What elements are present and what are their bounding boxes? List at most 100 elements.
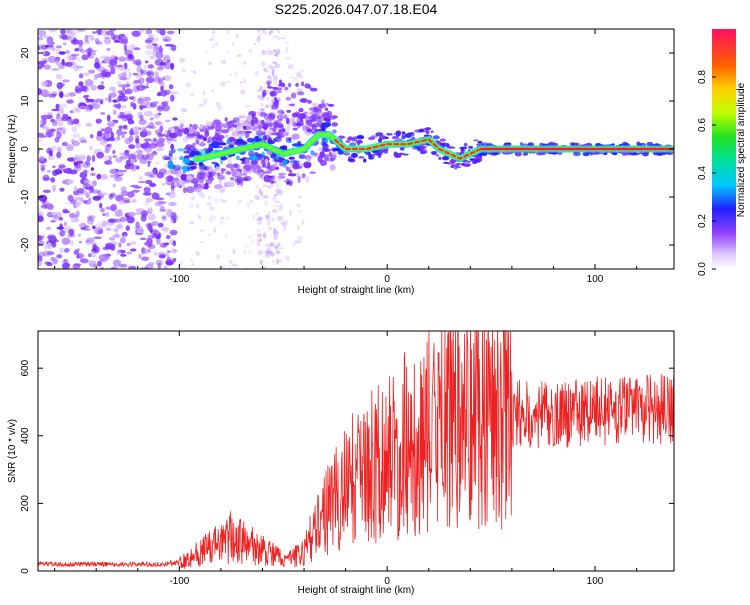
speckle <box>46 46 54 50</box>
speckle <box>38 240 45 246</box>
speckle <box>256 212 259 216</box>
speckle <box>339 136 346 139</box>
speckle <box>73 250 80 255</box>
speckle <box>227 136 236 142</box>
speckle <box>268 50 273 56</box>
speckle <box>463 142 468 147</box>
speckle <box>128 144 136 150</box>
speckle <box>139 104 144 110</box>
speckle <box>172 117 178 121</box>
speckle <box>189 128 196 133</box>
speckle <box>42 189 51 193</box>
speckle <box>280 221 286 226</box>
speckle <box>62 208 68 214</box>
speckle <box>117 95 123 102</box>
speckle <box>263 232 266 239</box>
speckle <box>40 204 48 209</box>
speckle <box>94 62 101 69</box>
speckle <box>131 198 137 203</box>
speckle <box>57 82 66 87</box>
snr-series-line <box>38 331 674 569</box>
speckle <box>67 179 74 185</box>
speckle <box>144 141 150 149</box>
xtick-label-bot-1: 0 <box>384 576 390 587</box>
speckle <box>102 155 112 162</box>
ytick-label-top-0: -20 <box>20 237 31 252</box>
speckle <box>51 68 60 71</box>
speckle <box>151 138 159 146</box>
speckle <box>170 215 179 221</box>
speckle <box>138 97 142 103</box>
speckle <box>47 204 55 211</box>
speckle <box>166 175 174 183</box>
speckle <box>102 254 110 261</box>
speckle <box>291 63 294 70</box>
speckle <box>185 82 192 88</box>
speckle <box>46 128 50 131</box>
speckle <box>67 194 74 202</box>
speckle <box>133 80 141 84</box>
speckle <box>153 114 160 120</box>
colorbar-tick-label-0: 0.0 <box>697 262 708 276</box>
speckle <box>123 44 127 52</box>
speckle <box>55 116 64 122</box>
speckle <box>117 56 126 62</box>
speckle <box>179 266 186 269</box>
speckle <box>138 180 146 184</box>
speckle <box>296 202 301 208</box>
ytick-label-bot-0: 0 <box>20 568 31 574</box>
speckle <box>46 262 53 267</box>
speckle <box>367 137 376 140</box>
speckle <box>272 234 278 241</box>
speckle <box>152 192 158 200</box>
speckle <box>152 167 158 175</box>
speckle <box>57 147 62 153</box>
speckle <box>356 135 365 140</box>
speckle <box>97 84 105 90</box>
speckle <box>267 75 272 80</box>
speckle <box>203 133 208 139</box>
speckle <box>100 81 104 85</box>
speckle <box>297 209 301 213</box>
speckle <box>130 241 136 245</box>
speckle <box>235 33 239 39</box>
speckle <box>236 54 242 58</box>
speckle <box>286 140 292 143</box>
speckle <box>89 185 94 193</box>
speckle <box>90 172 96 177</box>
speckle <box>278 79 283 85</box>
speckle <box>275 188 281 195</box>
speckle <box>162 243 166 248</box>
speckle <box>134 73 144 77</box>
speckle <box>325 107 329 111</box>
speckle <box>145 29 153 35</box>
speckle <box>83 179 91 185</box>
speckle <box>172 164 182 171</box>
speckle <box>174 181 178 187</box>
speckle <box>288 76 295 79</box>
speckle <box>134 143 142 150</box>
speckle <box>42 177 51 181</box>
speckle <box>450 165 455 169</box>
speckle <box>214 134 219 138</box>
speckle <box>107 64 114 68</box>
speckle <box>179 118 186 125</box>
speckle <box>90 134 94 139</box>
speckle <box>236 171 241 177</box>
speckle <box>219 198 224 203</box>
speckle <box>127 117 134 125</box>
speckle <box>44 35 48 39</box>
speckle <box>439 138 446 142</box>
speckle <box>51 241 57 248</box>
speckle <box>118 208 122 212</box>
speckle <box>157 222 164 228</box>
speckle <box>156 147 164 152</box>
speckle <box>266 97 270 102</box>
speckle <box>259 112 267 117</box>
speckle <box>166 250 171 253</box>
speckle <box>612 151 618 156</box>
speckle <box>242 172 248 177</box>
speckle <box>126 251 133 255</box>
speckle <box>38 46 41 50</box>
